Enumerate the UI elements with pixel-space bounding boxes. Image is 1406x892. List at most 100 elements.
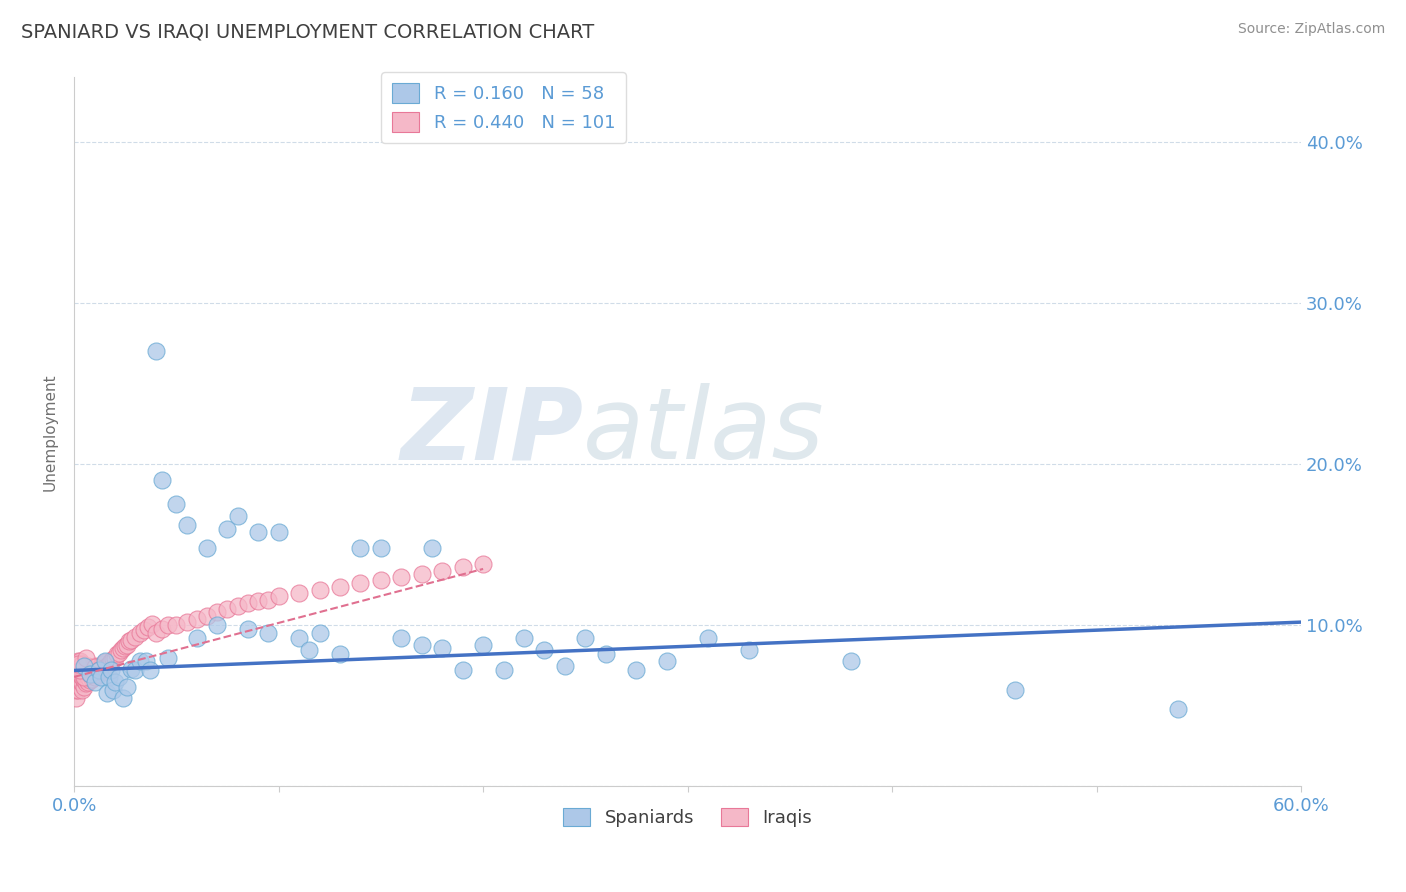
Point: [176, 615, 198, 629]
Point: [349, 541, 371, 555]
Point: [108, 646, 131, 660]
Point: [432, 564, 454, 578]
Point: [513, 632, 536, 646]
Point: [472, 557, 495, 571]
Point: [75, 650, 97, 665]
Point: [308, 582, 330, 597]
Point: [118, 634, 141, 648]
Point: [132, 623, 155, 637]
Point: [267, 590, 290, 604]
Point: [69, 660, 91, 674]
Point: [247, 524, 270, 539]
Point: [207, 618, 229, 632]
Point: [77, 670, 100, 684]
Point: [110, 642, 132, 657]
Point: [157, 650, 180, 665]
Point: [595, 648, 617, 662]
Point: [217, 522, 239, 536]
Point: [145, 344, 167, 359]
Point: [236, 596, 259, 610]
Point: [370, 573, 392, 587]
Point: [97, 657, 120, 671]
Point: [79, 668, 101, 682]
Point: [120, 632, 142, 647]
Point: [82, 660, 104, 674]
Point: [533, 642, 555, 657]
Point: [83, 674, 105, 689]
Point: [83, 670, 105, 684]
Point: [176, 518, 198, 533]
Point: [574, 632, 596, 646]
Point: [73, 670, 96, 684]
Point: [86, 662, 108, 676]
Point: [349, 576, 371, 591]
Point: [117, 638, 139, 652]
Y-axis label: Unemployment: Unemployment: [44, 373, 58, 491]
Point: [79, 666, 101, 681]
Point: [104, 650, 127, 665]
Point: [165, 618, 187, 632]
Point: [67, 658, 90, 673]
Point: [101, 652, 124, 666]
Point: [77, 658, 100, 673]
Point: [308, 626, 330, 640]
Point: [492, 664, 515, 678]
Point: [288, 586, 311, 600]
Point: [86, 668, 108, 682]
Point: [77, 664, 100, 678]
Point: [96, 658, 118, 673]
Point: [73, 680, 96, 694]
Point: [96, 686, 118, 700]
Point: [69, 666, 91, 681]
Point: [83, 665, 105, 679]
Point: [288, 632, 311, 646]
Point: [411, 638, 433, 652]
Point: [104, 674, 127, 689]
Point: [75, 666, 97, 681]
Point: [150, 473, 173, 487]
Point: [124, 664, 146, 678]
Point: [79, 666, 101, 681]
Point: [75, 672, 97, 686]
Point: [697, 632, 720, 646]
Point: [67, 654, 90, 668]
Point: [267, 524, 290, 539]
Legend: Spaniards, Iraqis: Spaniards, Iraqis: [555, 800, 820, 834]
Point: [79, 673, 101, 687]
Point: [73, 673, 96, 687]
Point: [257, 592, 280, 607]
Text: Source: ZipAtlas.com: Source: ZipAtlas.com: [1237, 22, 1385, 37]
Point: [432, 640, 454, 655]
Point: [90, 670, 112, 684]
Point: [87, 666, 110, 681]
Point: [105, 648, 128, 662]
Point: [370, 541, 392, 555]
Point: [87, 664, 110, 678]
Point: [65, 674, 87, 689]
Point: [329, 648, 352, 662]
Point: [69, 673, 91, 687]
Point: [94, 662, 117, 676]
Point: [83, 658, 105, 673]
Point: [626, 664, 648, 678]
Point: [114, 640, 136, 654]
Point: [73, 660, 96, 674]
Point: [82, 666, 104, 681]
Point: [108, 670, 131, 684]
Point: [100, 664, 122, 678]
Point: [141, 616, 163, 631]
Point: [217, 602, 239, 616]
Point: [139, 664, 162, 678]
Point: [65, 682, 87, 697]
Point: [157, 618, 180, 632]
Point: [472, 638, 495, 652]
Point: [90, 658, 112, 673]
Point: [72, 676, 94, 690]
Point: [82, 672, 104, 686]
Point: [69, 664, 91, 678]
Point: [236, 622, 259, 636]
Point: [94, 656, 117, 670]
Point: [195, 541, 218, 555]
Text: atlas: atlas: [583, 384, 825, 481]
Text: ZIP: ZIP: [401, 384, 583, 481]
